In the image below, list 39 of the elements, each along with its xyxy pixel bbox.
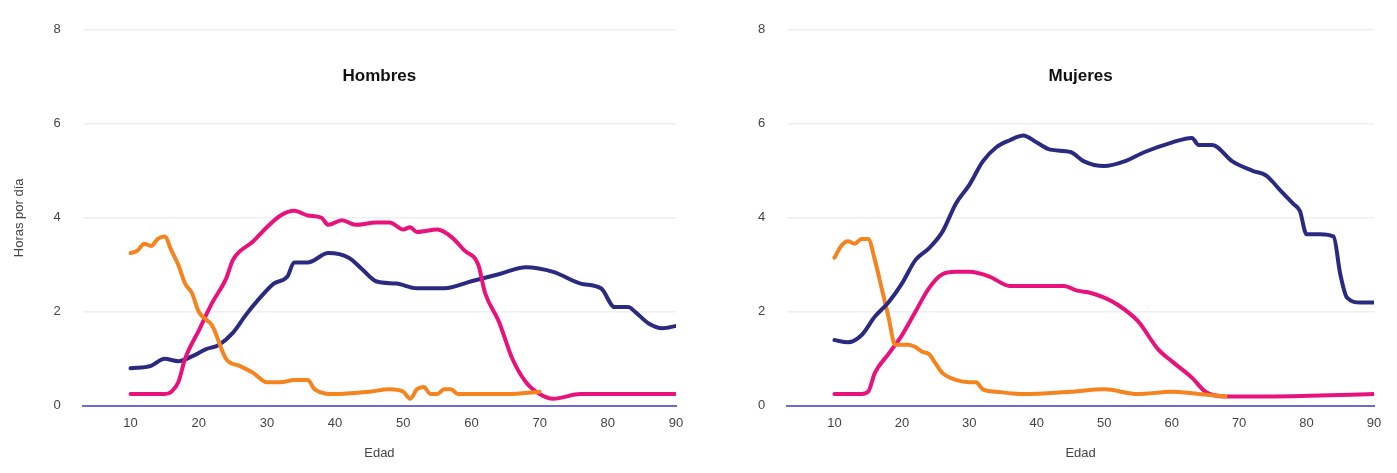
- x-tick-label: 40: [327, 415, 343, 431]
- x-tick-label: 70: [532, 415, 547, 431]
- text: Hombres: [342, 66, 417, 86]
- y-tick-label: 6: [758, 115, 766, 131]
- x-tick-label: 60: [464, 415, 479, 431]
- x-tick-label: 90: [668, 415, 684, 431]
- x-tick-label: 20: [894, 415, 910, 431]
- y-tick-label: 2: [758, 303, 766, 319]
- x-tick-label: 70: [1231, 415, 1247, 431]
- y-tick-label: 0: [758, 397, 766, 413]
- y-tick-label: 8: [758, 21, 766, 37]
- line-series: [832, 133, 1374, 345]
- x-axis-title: Edad: [1065, 444, 1096, 460]
- y-tick-label: 8: [53, 21, 61, 37]
- y-tick-label: 4: [758, 209, 766, 225]
- line-series: [128, 234, 542, 401]
- x-tick-label: 20: [191, 415, 206, 431]
- x-tick-label: 90: [1366, 415, 1382, 431]
- x-tick-label: 80: [600, 415, 616, 431]
- y-tick-label: 0: [53, 397, 61, 413]
- x-tick-label: 30: [962, 415, 977, 431]
- y-tick-label: 2: [53, 303, 61, 319]
- y-tick-label: 6: [53, 115, 61, 131]
- x-tick-label: 40: [1029, 415, 1045, 431]
- line-series: [832, 236, 1228, 399]
- x-tick-label: 80: [1299, 415, 1314, 431]
- x-tick-label: 60: [1164, 415, 1179, 431]
- x-axis-title: Edad: [364, 444, 395, 460]
- line-series: [128, 208, 676, 401]
- y-axis-title: Horas por día: [11, 177, 27, 258]
- x-tick-label: 10: [123, 415, 138, 431]
- x-tick-label: 50: [1096, 415, 1112, 431]
- line-series: [128, 251, 676, 371]
- text: Mujeres: [1048, 66, 1113, 86]
- x-tick-label: 30: [259, 415, 275, 431]
- x-tick-label: 50: [396, 415, 411, 431]
- x-tick-label: 10: [827, 415, 842, 431]
- line-series: [832, 269, 1374, 399]
- y-tick-label: 4: [53, 209, 61, 225]
